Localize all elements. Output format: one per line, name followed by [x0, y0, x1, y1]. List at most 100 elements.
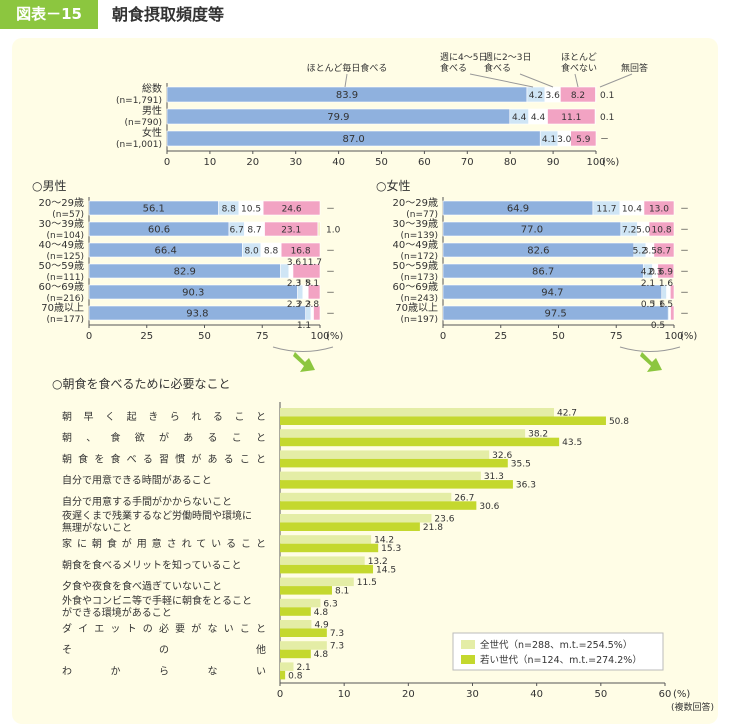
female-tick-label: 100 [664, 331, 683, 342]
overall-bar-rarely [570, 130, 597, 147]
needs-tick-label: 10 [338, 689, 351, 700]
female-label-noans: － [680, 310, 689, 320]
needs-value-label: 38.2 [528, 430, 548, 440]
female-category-n: (n=173) [401, 273, 438, 283]
needs-bar-young [280, 522, 420, 531]
overall-legend-w45-2: 食べる [440, 62, 467, 74]
needs-bar-young [280, 564, 374, 574]
needs-value-label: 30.6 [479, 502, 499, 512]
needs-tick-label: 60 [659, 689, 672, 700]
needs-bar-all [280, 514, 432, 523]
needs-x-unit: (%) [673, 689, 690, 700]
needs-bar-young [280, 416, 606, 425]
female-label-rarely: 6.9 [659, 268, 674, 278]
male-label-noans: 1.0 [326, 226, 341, 236]
male-bar-rarely [262, 200, 321, 216]
overall-category-n: (n=790) [125, 118, 162, 128]
male-category-label: 20～29歳 [39, 197, 84, 209]
overall-legend-w23: 週に2～3日 [484, 52, 531, 63]
male-tick-label: 75 [256, 331, 269, 342]
needs-value-label: 8.1 [335, 587, 349, 597]
male-category-n: (n=111) [47, 273, 84, 283]
female-category-label: 60～69歳 [393, 281, 438, 293]
needs-category-label: 自分で用意する手間がかからないこと [62, 495, 232, 508]
needs-bar-all [280, 450, 490, 459]
female-label-daily: 64.9 [507, 204, 529, 215]
overall-category-label: 男性 [142, 104, 162, 117]
needs-value-label: 4.8 [314, 650, 329, 660]
male-label-daily: 90.3 [182, 288, 204, 299]
female-label-noans: － [680, 268, 689, 278]
male-label-daily: 82.9 [174, 267, 196, 278]
female-label-daily: 94.7 [541, 288, 563, 299]
male-bar-noans [317, 221, 321, 237]
overall-tick-label: 90 [547, 157, 560, 168]
overall-legend-leader [599, 73, 633, 88]
overall-category-label: 女性 [142, 126, 162, 139]
female-label-w45: 2.1 [641, 279, 655, 289]
needs-note: (複数回答) [671, 701, 714, 713]
overall-tick-label: 30 [289, 157, 302, 168]
overall-x-unit: (%) [602, 157, 619, 168]
female-tick-label: 25 [494, 331, 507, 342]
female-label-rarely: 1.5 [659, 300, 673, 310]
male-bar-rarely [280, 242, 321, 258]
female-category-label: 40～49歳 [393, 239, 438, 251]
female-bar-rarely [670, 284, 675, 300]
male-down-arrow [293, 352, 315, 372]
male-label-noans: － [326, 289, 335, 299]
male-down-arrow-bracket [272, 346, 334, 352]
needs-category-label: 家に朝食が用意されていること [62, 537, 266, 550]
male-label-daily: 93.8 [186, 309, 208, 320]
female-category-n: (n=197) [401, 315, 438, 325]
overall-category-n: (n=1,791) [116, 96, 162, 106]
male-label-daily: 56.1 [143, 204, 165, 215]
female-label-w23: 2.3 [648, 268, 662, 278]
needs-value-label: 14.2 [374, 536, 394, 546]
male-tick-label: 100 [310, 331, 329, 342]
needs-category-label: わからない [62, 665, 266, 677]
overall-label-rarely: 11.1 [561, 113, 581, 123]
overall-legend-leader [344, 73, 348, 88]
female-label-daily: 77.0 [521, 225, 543, 236]
female-bar-rarely [643, 200, 675, 216]
needs-legend-swatch [461, 640, 475, 649]
female-bar-rarely [670, 305, 675, 321]
needs-value-label: 21.8 [423, 523, 443, 533]
female-category-label: 20～29歳 [393, 197, 438, 209]
male-label-daily: 66.4 [155, 246, 177, 257]
needs-value-label: 35.5 [511, 459, 531, 469]
overall-label-daily: 83.9 [336, 90, 358, 101]
needs-category-label: 朝、食欲があること [62, 431, 266, 444]
female-category-n: (n=243) [401, 294, 438, 304]
female-label-w45: 7.2 [622, 226, 636, 236]
needs-title: ○朝食を食べるために必要なこと [52, 376, 230, 391]
needs-legend-label: 若い世代（n=124、m.t.=274.2%） [480, 654, 642, 666]
overall-tick-label: 20 [246, 157, 259, 168]
female-label-rarely: 1.6 [659, 279, 674, 289]
male-label-w45: 3.6 [287, 258, 302, 268]
overall-label-w23: 4.4 [531, 113, 546, 123]
male-label-w45: 2.3 [287, 300, 301, 310]
needs-category-label: 朝食を食べるメリットを知っていること [62, 558, 242, 571]
female-label-w23: 1.6 [651, 300, 666, 310]
needs-value-label: 42.7 [557, 409, 577, 419]
female-down-arrow-bracket [619, 346, 681, 352]
overall-label-rarely: 8.2 [571, 91, 585, 101]
female-category-label: 70歳以上 [395, 302, 438, 314]
needs-value-label: 32.6 [492, 451, 512, 461]
male-tick-label: 0 [86, 331, 92, 342]
needs-tick-label: 40 [530, 689, 543, 700]
overall-legend-w45: 週に4～5日 [440, 52, 487, 63]
male-category-label: 70歳以上 [41, 302, 84, 314]
male-label-w45: 2.3 [287, 279, 301, 289]
female-label-w23: 3.5 [643, 247, 657, 257]
needs-legend-swatch [461, 655, 475, 664]
male-label-w23: 2.3 [297, 300, 311, 310]
male-label-w23: 1.1 [297, 321, 311, 331]
female-label-rarely: 13.0 [649, 205, 669, 215]
male-category-label: 60～69歳 [39, 281, 84, 293]
needs-value-label: 15.3 [381, 544, 401, 554]
female-label-noans: － [680, 226, 689, 236]
female-category-n: (n=77) [406, 210, 438, 220]
